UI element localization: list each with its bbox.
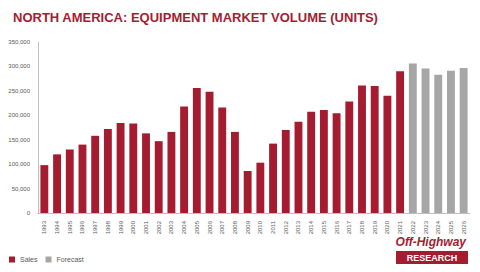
- svg-text:Off-Highway: Off-Highway: [396, 235, 468, 249]
- svg-text:100,000: 100,000: [8, 161, 30, 167]
- svg-text:2013: 2013: [295, 220, 301, 234]
- svg-text:2021: 2021: [397, 220, 403, 234]
- svg-text:300,000: 300,000: [8, 63, 30, 69]
- svg-text:2000: 2000: [130, 220, 136, 234]
- svg-text:2025: 2025: [448, 220, 454, 234]
- svg-text:2026: 2026: [461, 220, 467, 234]
- svg-text:350,000: 350,000: [8, 39, 30, 45]
- svg-text:2022: 2022: [410, 220, 416, 234]
- svg-text:2011: 2011: [270, 220, 276, 234]
- svg-text:2015: 2015: [321, 220, 327, 234]
- svg-text:2001: 2001: [143, 220, 149, 234]
- svg-text:2007: 2007: [219, 220, 225, 234]
- svg-text:2024: 2024: [435, 220, 441, 234]
- svg-text:2006: 2006: [207, 220, 213, 234]
- svg-text:2005: 2005: [194, 220, 200, 234]
- svg-text:50,000: 50,000: [12, 186, 31, 192]
- svg-text:2012: 2012: [283, 220, 289, 234]
- svg-text:2018: 2018: [359, 220, 365, 234]
- svg-text:2020: 2020: [384, 220, 390, 234]
- svg-text:2008: 2008: [232, 220, 238, 234]
- svg-text:1999: 1999: [118, 220, 124, 234]
- svg-text:1996: 1996: [79, 220, 85, 234]
- svg-text:2010: 2010: [257, 220, 263, 234]
- svg-text:200,000: 200,000: [8, 112, 30, 118]
- svg-text:2019: 2019: [372, 220, 378, 234]
- svg-text:2023: 2023: [423, 220, 429, 234]
- svg-text:1997: 1997: [92, 220, 98, 234]
- svg-text:Forecast: Forecast: [57, 256, 84, 263]
- svg-text:2017: 2017: [346, 220, 352, 234]
- svg-text:2003: 2003: [168, 220, 174, 234]
- svg-text:2014: 2014: [308, 220, 314, 234]
- svg-text:0: 0: [27, 210, 31, 216]
- svg-text:NORTH AMERICA: EQUIPMENT MARKE: NORTH AMERICA: EQUIPMENT MARKET VOLUME (…: [13, 10, 378, 25]
- svg-text:150,000: 150,000: [8, 137, 30, 143]
- svg-text:1994: 1994: [54, 220, 60, 234]
- svg-text:2016: 2016: [334, 220, 340, 234]
- svg-text:2004: 2004: [181, 220, 187, 234]
- svg-text:RESEARCH: RESEARCH: [407, 253, 458, 263]
- svg-text:2009: 2009: [245, 220, 251, 234]
- svg-text:1993: 1993: [41, 220, 47, 234]
- svg-text:1998: 1998: [105, 220, 111, 234]
- svg-text:250,000: 250,000: [8, 88, 30, 94]
- svg-text:1995: 1995: [67, 220, 73, 234]
- svg-text:Sales: Sales: [20, 256, 38, 263]
- svg-text:2002: 2002: [156, 220, 162, 234]
